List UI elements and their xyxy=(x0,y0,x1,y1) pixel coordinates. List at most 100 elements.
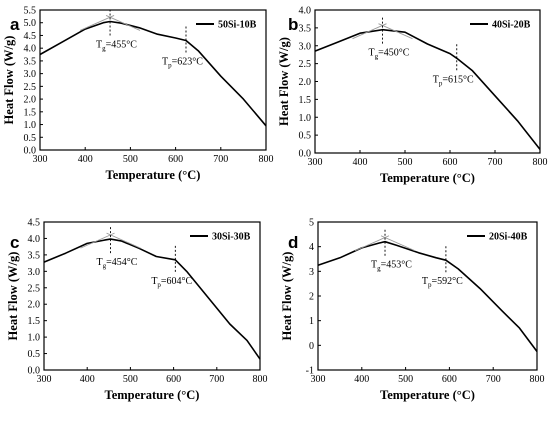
x-tick-label: 700 xyxy=(486,374,501,385)
x-axis-label: Temperature (°C) xyxy=(106,168,201,182)
tg-symbol: T xyxy=(96,39,102,50)
y-tick-label: 1.0 xyxy=(24,120,37,131)
tp-subscript: p xyxy=(157,281,161,289)
tg-subscript: g xyxy=(377,265,381,273)
y-tick-label: 4.0 xyxy=(24,44,37,55)
tg-tangent xyxy=(378,23,413,40)
series-line xyxy=(43,238,261,360)
tg-symbol: T xyxy=(97,257,103,268)
legend-label: 50Si-10B xyxy=(218,20,257,31)
y-tick-label: 3.0 xyxy=(299,41,312,52)
y-tick-label: 4.0 xyxy=(28,234,41,245)
tg-annotation: Tg=454°C xyxy=(97,257,138,270)
y-tick-label: 4.0 xyxy=(299,6,312,17)
x-tick-label: 800 xyxy=(253,374,268,385)
tp-value: =623°C xyxy=(172,57,204,68)
y-tick-label: 0.5 xyxy=(299,131,312,142)
y-axis-label: Heat Flow (W/g) xyxy=(280,252,294,341)
panel-label: b xyxy=(288,15,298,34)
y-tick-label: -1 xyxy=(306,366,314,377)
y-tick-label: 0.5 xyxy=(28,349,41,360)
y-tick-label: 0.0 xyxy=(24,146,37,157)
tp-symbol: T xyxy=(151,276,157,287)
x-tick-label: 300 xyxy=(37,374,52,385)
tg-tangent xyxy=(352,23,387,40)
series-line xyxy=(317,240,538,352)
x-tick-label: 600 xyxy=(168,154,183,165)
y-tick-label: 1.0 xyxy=(28,333,41,344)
y-tick-label: 0.0 xyxy=(299,149,312,160)
y-tick-label: 5.0 xyxy=(24,18,37,29)
y-tick-label: 2.0 xyxy=(24,95,37,106)
tg-subscript: g xyxy=(103,262,107,270)
y-tick-label: 1.5 xyxy=(28,316,41,327)
y-tick-label: 4.5 xyxy=(28,218,41,229)
y-tick-label: 1.5 xyxy=(24,107,37,118)
series-line xyxy=(39,20,267,127)
tp-symbol: T xyxy=(422,276,428,287)
tg-tangent xyxy=(79,15,115,31)
y-tick-label: 3.5 xyxy=(28,250,41,261)
tp-symbol: T xyxy=(433,74,439,85)
tp-subscript: p xyxy=(168,62,172,70)
y-tick-label: 2.0 xyxy=(299,77,312,88)
y-axis-label: Heat Flow (W/g) xyxy=(2,36,16,125)
x-tick-label: 700 xyxy=(488,157,503,168)
tg-tangent xyxy=(380,235,416,252)
y-tick-label: 0.5 xyxy=(24,133,37,144)
tg-value: =453°C xyxy=(381,260,413,271)
tg-tangent xyxy=(354,235,390,252)
tg-subscript: g xyxy=(102,44,106,52)
x-tick-label: 600 xyxy=(443,157,458,168)
legend-label: 40Si-20B xyxy=(492,20,531,31)
tg-tangent xyxy=(106,232,141,249)
tg-value: =454°C xyxy=(106,257,138,268)
tg-value: =455°C xyxy=(106,39,138,50)
x-tick-label: 600 xyxy=(166,374,181,385)
y-tick-label: 3.0 xyxy=(28,267,41,278)
y-tick-label: 4 xyxy=(309,242,314,253)
x-tick-label: 500 xyxy=(398,374,413,385)
tg-symbol: T xyxy=(371,260,377,271)
tg-subscript: g xyxy=(375,53,379,61)
plot-frame xyxy=(317,221,538,371)
tg-annotation: Tg=453°C xyxy=(371,260,412,273)
y-tick-label: 2.5 xyxy=(299,59,312,70)
x-tick-label: 700 xyxy=(213,154,228,165)
tg-tangent xyxy=(80,232,115,249)
x-tick-label: 400 xyxy=(80,374,95,385)
y-tick-label: 5 xyxy=(309,218,314,229)
tp-subscript: p xyxy=(428,281,432,289)
tp-symbol: T xyxy=(162,57,168,68)
y-tick-label: 1.5 xyxy=(299,95,312,106)
chart-panel-b: 300 400 500 600 700 800 0.0 0.5 1.0 1.5 2.0 2.5 3.0 3… xyxy=(277,6,548,186)
legend-label: 20Si-40B xyxy=(489,232,528,243)
x-tick-label: 300 xyxy=(311,374,326,385)
y-tick-label: 2.0 xyxy=(28,300,41,311)
x-tick-label: 300 xyxy=(33,154,48,165)
x-tick-label: 400 xyxy=(353,157,368,168)
tg-value: =450°C xyxy=(378,48,410,59)
tg-annotation: Tg=450°C xyxy=(369,48,410,61)
y-tick-label: 0 xyxy=(309,341,314,352)
y-tick-label: 3 xyxy=(309,267,314,278)
legend-label: 30Si-30B xyxy=(212,232,251,243)
series-line xyxy=(314,28,541,150)
x-tick-label: 400 xyxy=(354,374,369,385)
x-tick-label: 800 xyxy=(259,154,274,165)
y-tick-label: 0.0 xyxy=(28,366,41,377)
chart-panel-c: 300 400 500 600 700 800 0.0 0.5 1.0 1.5 2.0 2.5 3.0 3… xyxy=(6,218,268,403)
chart-panel-d: 300 400 500 600 700 800 -1 0 1 2 3 4 5 Temperature (°… xyxy=(280,218,545,403)
tg-symbol: T xyxy=(369,48,375,59)
y-tick-label: 2.5 xyxy=(28,283,41,294)
y-tick-label: 3.5 xyxy=(24,56,37,67)
panel-label: a xyxy=(10,15,20,34)
y-axis-label: Heat Flow (W/g) xyxy=(277,37,291,126)
plot-frame xyxy=(39,9,267,151)
plot-frame xyxy=(43,221,261,371)
y-tick-label: 5.5 xyxy=(24,6,37,17)
x-axis-label: Temperature (°C) xyxy=(105,388,200,402)
tp-annotation: Tp=604°C xyxy=(151,276,192,289)
y-tick-label: 2 xyxy=(309,292,314,303)
